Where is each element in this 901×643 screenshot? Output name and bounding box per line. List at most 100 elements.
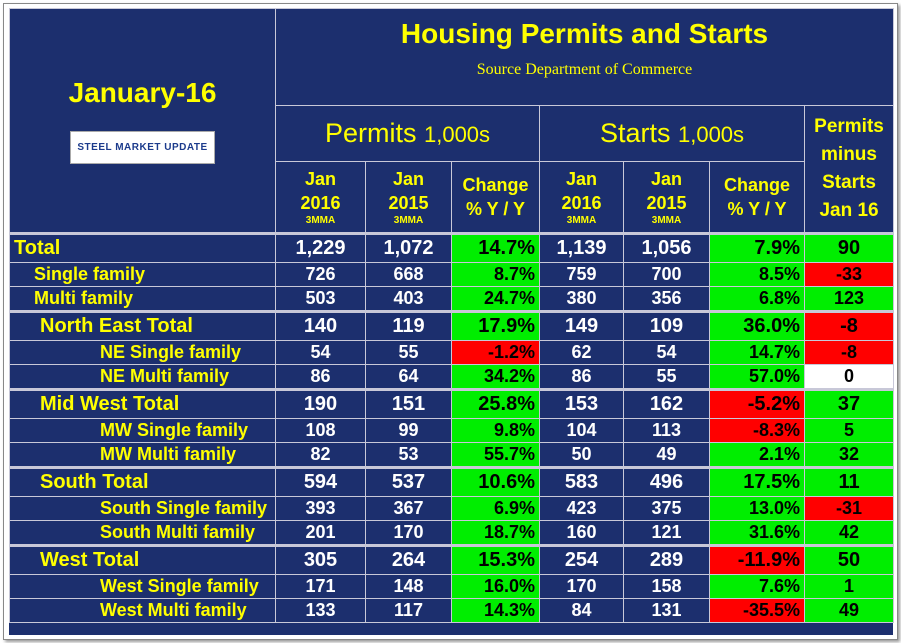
value-cell: 109 <box>623 310 710 341</box>
table-row: MW Single family 108 99 9.8% 104 113 -8.3% 5 <box>9 418 895 443</box>
value-cell: 119 <box>365 310 452 341</box>
column-header-line: Change <box>723 175 790 195</box>
change-cell: 25.8% <box>451 388 540 419</box>
change-cell: 11 <box>803 466 895 497</box>
change-cell: 55.7% <box>451 442 540 468</box>
value-cell: 583 <box>539 466 624 497</box>
value-cell: 104 <box>539 418 624 443</box>
value-cell: 86 <box>275 364 366 390</box>
row-label: North East Total <box>9 310 276 341</box>
change-cell: 14.3% <box>451 598 540 623</box>
value-cell: 113 <box>623 418 710 443</box>
change-cell: 8.7% <box>451 262 540 287</box>
logo: STEEL MARKET UPDATE <box>70 131 215 164</box>
table-row: West Single family 171 148 16.0% 170 158 7.6% 1 <box>9 574 895 599</box>
change-cell: 2.1% <box>709 442 805 468</box>
starts-label: Starts <box>599 118 671 148</box>
column-header: Jan 2016 3MMA <box>539 161 624 234</box>
change-cell: 123 <box>803 286 895 312</box>
value-cell: 170 <box>539 574 624 599</box>
change-cell: -8 <box>803 310 895 341</box>
value-cell: 759 <box>539 262 624 287</box>
change-cell: 42 <box>803 520 895 546</box>
column-header-line: Jan <box>565 169 598 189</box>
difference-line: Starts <box>822 172 876 193</box>
change-cell: -8 <box>803 340 895 365</box>
column-header: Change % Y / Y <box>709 161 805 234</box>
change-cell: 36.0% <box>709 310 805 341</box>
change-cell: -1.2% <box>451 340 540 365</box>
table-row: South Multi family 201 170 18.7% 160 121 31.6%… <box>9 520 895 546</box>
frame: January-16 STEEL MARKET UPDATE Housing P… <box>3 3 898 640</box>
change-cell: 32 <box>803 442 895 468</box>
table-row: South Total 594 537 10.6% 583 496 17.5% 11 <box>9 466 895 497</box>
change-cell: 24.7% <box>451 286 540 312</box>
row-group: Total 1,229 1,072 14.7% 1,139 1,056 7.9% 90 Sing… <box>9 232 895 312</box>
column-header-line: 3MMA <box>651 215 682 226</box>
change-cell: 5 <box>803 418 895 443</box>
difference-line: Jan 16 <box>819 200 879 221</box>
value-cell: 131 <box>623 598 710 623</box>
row-label: NE Multi family <box>9 364 276 390</box>
value-cell: 149 <box>539 310 624 341</box>
value-cell: 356 <box>623 286 710 312</box>
row-group: South Total 594 537 10.6% 583 496 17.5% 11 South… <box>9 466 895 546</box>
change-cell: 15.3% <box>451 544 540 575</box>
row-label: NE Single family <box>9 340 276 365</box>
row-group: North East Total 140 119 17.9% 149 109 36.0% -8… <box>9 310 895 390</box>
value-cell: 289 <box>623 544 710 575</box>
period-cell: January-16 STEEL MARKET UPDATE <box>9 8 276 234</box>
column-header: Change % Y / Y <box>451 161 540 234</box>
column-header-line: Change <box>462 175 529 195</box>
change-cell: 57.0% <box>709 364 805 390</box>
value-cell: 305 <box>275 544 366 575</box>
difference-line: minus <box>821 144 877 165</box>
column-header-line: 2015 <box>646 193 687 213</box>
row-label: West Total <box>9 544 276 575</box>
table-row: Single family 726 668 8.7% 759 700 8.5% -33 <box>9 262 895 287</box>
change-cell: 7.9% <box>709 232 805 263</box>
value-cell: 726 <box>275 262 366 287</box>
value-cell: 170 <box>365 520 452 546</box>
value-cell: 201 <box>275 520 366 546</box>
value-cell: 171 <box>275 574 366 599</box>
change-cell: 6.8% <box>709 286 805 312</box>
value-cell: 49 <box>623 442 710 468</box>
row-label: South Single family <box>9 496 276 521</box>
permits-header: Permits 1,000s <box>275 105 540 162</box>
value-cell: 375 <box>623 496 710 521</box>
change-cell: 18.7% <box>451 520 540 546</box>
value-cell: 393 <box>275 496 366 521</box>
value-cell: 537 <box>365 466 452 497</box>
value-cell: 160 <box>539 520 624 546</box>
value-cell: 158 <box>623 574 710 599</box>
change-cell: 6.9% <box>451 496 540 521</box>
value-cell: 367 <box>365 496 452 521</box>
value-cell: 1,139 <box>539 232 624 263</box>
value-cell: 700 <box>623 262 710 287</box>
header: January-16 STEEL MARKET UPDATE Housing P… <box>9 8 895 234</box>
value-cell: 1,072 <box>365 232 452 263</box>
value-cell: 162 <box>623 388 710 419</box>
change-cell: -33 <box>803 262 895 287</box>
value-cell: 84 <box>539 598 624 623</box>
change-cell: 90 <box>803 232 895 263</box>
value-cell: 62 <box>539 340 624 365</box>
change-cell: 14.7% <box>451 232 540 263</box>
value-cell: 148 <box>365 574 452 599</box>
column-header-line: Jan <box>392 169 425 189</box>
value-cell: 99 <box>365 418 452 443</box>
column-header-line: 2016 <box>561 193 602 213</box>
value-cell: 1,229 <box>275 232 366 263</box>
row-label: MW Multi family <box>9 442 276 468</box>
column-header-line: % Y / Y <box>465 199 526 219</box>
value-cell: 108 <box>275 418 366 443</box>
table-row: MW Multi family 82 53 55.7% 50 49 2.1% 32 <box>9 442 895 468</box>
change-cell: -31 <box>803 496 895 521</box>
change-cell: -11.9% <box>709 544 805 575</box>
table-row: South Single family 393 367 6.9% 423 375 13.0%… <box>9 496 895 521</box>
table-row: Mid West Total 190 151 25.8% 153 162 -5.2% 37 <box>9 388 895 419</box>
column-header-line: 3MMA <box>566 215 597 226</box>
row-label: West Multi family <box>9 598 276 623</box>
